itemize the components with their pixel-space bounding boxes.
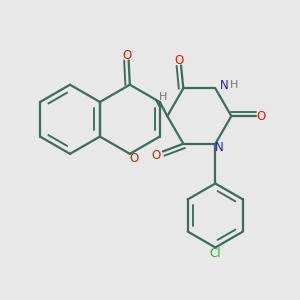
Text: H: H [230,80,239,89]
Text: H: H [159,92,167,102]
Text: O: O [123,50,132,62]
Text: O: O [152,149,161,162]
Text: O: O [130,152,139,165]
Text: N: N [220,79,229,92]
Text: N: N [215,141,224,154]
Text: O: O [175,54,184,68]
Text: O: O [256,110,266,123]
Text: Cl: Cl [209,248,221,260]
